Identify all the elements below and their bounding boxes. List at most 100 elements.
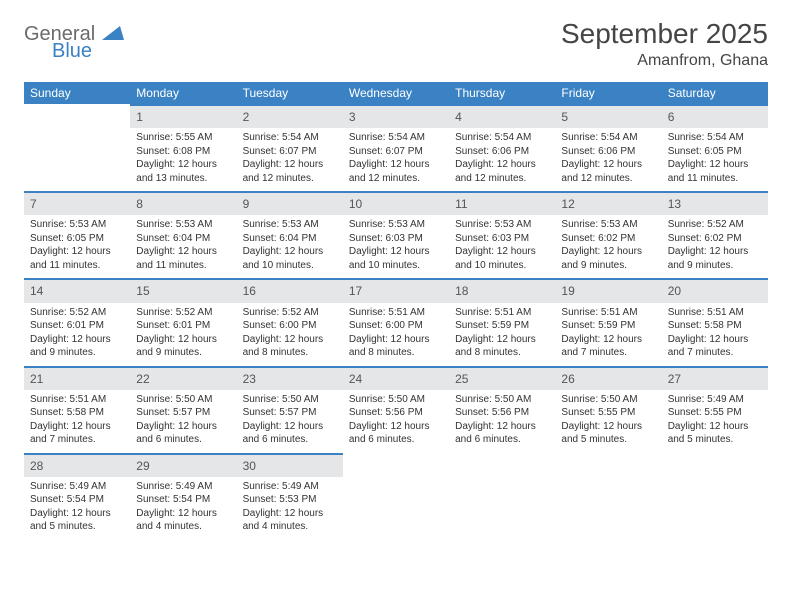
calendar-cell: 8Sunrise: 5:53 AMSunset: 6:04 PMDaylight… [130,191,236,278]
day-details: Sunrise: 5:50 AMSunset: 5:57 PMDaylight:… [130,390,236,453]
day-details: Sunrise: 5:52 AMSunset: 6:02 PMDaylight:… [662,215,768,278]
calendar-cell [449,453,555,540]
day-number: 7 [24,191,130,215]
day-details: Sunrise: 5:50 AMSunset: 5:55 PMDaylight:… [555,390,661,453]
day-details: Sunrise: 5:53 AMSunset: 6:02 PMDaylight:… [555,215,661,278]
weekday-header: Wednesday [343,82,449,104]
day-number: 5 [555,104,661,128]
calendar-cell: 20Sunrise: 5:51 AMSunset: 5:58 PMDayligh… [662,278,768,365]
day-number: 10 [343,191,449,215]
day-number: 27 [662,366,768,390]
day-number: 17 [343,278,449,302]
day-details: Sunrise: 5:54 AMSunset: 6:06 PMDaylight:… [555,128,661,191]
calendar-cell: 10Sunrise: 5:53 AMSunset: 6:03 PMDayligh… [343,191,449,278]
calendar-row: 7Sunrise: 5:53 AMSunset: 6:05 PMDaylight… [24,191,768,278]
day-number: 14 [24,278,130,302]
calendar-cell [555,453,661,540]
day-number: 21 [24,366,130,390]
day-number: 6 [662,104,768,128]
calendar-cell: 27Sunrise: 5:49 AMSunset: 5:55 PMDayligh… [662,366,768,453]
day-details: Sunrise: 5:54 AMSunset: 6:07 PMDaylight:… [237,128,343,191]
day-details: Sunrise: 5:52 AMSunset: 6:01 PMDaylight:… [24,303,130,366]
day-number: 20 [662,278,768,302]
logo-word2: Blue [52,41,124,62]
calendar-cell: 16Sunrise: 5:52 AMSunset: 6:00 PMDayligh… [237,278,343,365]
calendar-cell [24,104,130,191]
calendar-cell: 17Sunrise: 5:51 AMSunset: 6:00 PMDayligh… [343,278,449,365]
day-details: Sunrise: 5:53 AMSunset: 6:04 PMDaylight:… [237,215,343,278]
header: General Blue September 2025 Amanfrom, Gh… [24,18,768,70]
day-details: Sunrise: 5:54 AMSunset: 6:05 PMDaylight:… [662,128,768,191]
calendar-head: SundayMondayTuesdayWednesdayThursdayFrid… [24,82,768,104]
day-number: 2 [237,104,343,128]
calendar-cell: 29Sunrise: 5:49 AMSunset: 5:54 PMDayligh… [130,453,236,540]
calendar-cell: 7Sunrise: 5:53 AMSunset: 6:05 PMDaylight… [24,191,130,278]
month-title: September 2025 [561,18,768,50]
calendar-cell: 30Sunrise: 5:49 AMSunset: 5:53 PMDayligh… [237,453,343,540]
day-details: Sunrise: 5:53 AMSunset: 6:03 PMDaylight:… [449,215,555,278]
calendar-cell: 19Sunrise: 5:51 AMSunset: 5:59 PMDayligh… [555,278,661,365]
day-details: Sunrise: 5:55 AMSunset: 6:08 PMDaylight:… [130,128,236,191]
calendar-cell: 12Sunrise: 5:53 AMSunset: 6:02 PMDayligh… [555,191,661,278]
calendar-table: SundayMondayTuesdayWednesdayThursdayFrid… [24,82,768,540]
calendar-cell: 21Sunrise: 5:51 AMSunset: 5:58 PMDayligh… [24,366,130,453]
day-details: Sunrise: 5:49 AMSunset: 5:54 PMDaylight:… [24,477,130,540]
day-number: 19 [555,278,661,302]
weekday-header: Saturday [662,82,768,104]
day-number: 28 [24,453,130,477]
day-number: 29 [130,453,236,477]
calendar-cell: 1Sunrise: 5:55 AMSunset: 6:08 PMDaylight… [130,104,236,191]
day-number: 23 [237,366,343,390]
weekday-header: Thursday [449,82,555,104]
day-details: Sunrise: 5:51 AMSunset: 6:00 PMDaylight:… [343,303,449,366]
calendar-cell: 13Sunrise: 5:52 AMSunset: 6:02 PMDayligh… [662,191,768,278]
calendar-cell: 2Sunrise: 5:54 AMSunset: 6:07 PMDaylight… [237,104,343,191]
calendar-cell: 25Sunrise: 5:50 AMSunset: 5:56 PMDayligh… [449,366,555,453]
calendar-cell: 18Sunrise: 5:51 AMSunset: 5:59 PMDayligh… [449,278,555,365]
day-details: Sunrise: 5:53 AMSunset: 6:04 PMDaylight:… [130,215,236,278]
day-details: Sunrise: 5:53 AMSunset: 6:03 PMDaylight:… [343,215,449,278]
weekday-header: Sunday [24,82,130,104]
calendar-cell: 4Sunrise: 5:54 AMSunset: 6:06 PMDaylight… [449,104,555,191]
weekday-header: Tuesday [237,82,343,104]
day-details: Sunrise: 5:52 AMSunset: 6:01 PMDaylight:… [130,303,236,366]
day-number: 30 [237,453,343,477]
day-number: 18 [449,278,555,302]
day-details: Sunrise: 5:49 AMSunset: 5:55 PMDaylight:… [662,390,768,453]
day-number: 15 [130,278,236,302]
day-number: 25 [449,366,555,390]
day-details: Sunrise: 5:51 AMSunset: 5:59 PMDaylight:… [555,303,661,366]
calendar-cell: 14Sunrise: 5:52 AMSunset: 6:01 PMDayligh… [24,278,130,365]
calendar-row: 28Sunrise: 5:49 AMSunset: 5:54 PMDayligh… [24,453,768,540]
calendar-cell: 24Sunrise: 5:50 AMSunset: 5:56 PMDayligh… [343,366,449,453]
day-details: Sunrise: 5:54 AMSunset: 6:07 PMDaylight:… [343,128,449,191]
day-number: 22 [130,366,236,390]
logo: General Blue [24,24,124,62]
calendar-cell: 23Sunrise: 5:50 AMSunset: 5:57 PMDayligh… [237,366,343,453]
calendar-cell [343,453,449,540]
day-details: Sunrise: 5:49 AMSunset: 5:54 PMDaylight:… [130,477,236,540]
calendar-cell: 3Sunrise: 5:54 AMSunset: 6:07 PMDaylight… [343,104,449,191]
day-details: Sunrise: 5:51 AMSunset: 5:58 PMDaylight:… [662,303,768,366]
title-block: September 2025 Amanfrom, Ghana [561,18,768,70]
day-number: 3 [343,104,449,128]
calendar-cell: 11Sunrise: 5:53 AMSunset: 6:03 PMDayligh… [449,191,555,278]
calendar-cell: 5Sunrise: 5:54 AMSunset: 6:06 PMDaylight… [555,104,661,191]
day-number: 11 [449,191,555,215]
day-details: Sunrise: 5:50 AMSunset: 5:57 PMDaylight:… [237,390,343,453]
day-details: Sunrise: 5:51 AMSunset: 5:59 PMDaylight:… [449,303,555,366]
calendar-body: 1Sunrise: 5:55 AMSunset: 6:08 PMDaylight… [24,104,768,540]
location: Amanfrom, Ghana [561,52,768,70]
day-number: 24 [343,366,449,390]
calendar-row: 21Sunrise: 5:51 AMSunset: 5:58 PMDayligh… [24,366,768,453]
day-number: 9 [237,191,343,215]
day-details: Sunrise: 5:53 AMSunset: 6:05 PMDaylight:… [24,215,130,278]
calendar-cell: 9Sunrise: 5:53 AMSunset: 6:04 PMDaylight… [237,191,343,278]
calendar-cell: 28Sunrise: 5:49 AMSunset: 5:54 PMDayligh… [24,453,130,540]
day-number: 13 [662,191,768,215]
day-number: 4 [449,104,555,128]
day-details: Sunrise: 5:52 AMSunset: 6:00 PMDaylight:… [237,303,343,366]
weekday-header: Friday [555,82,661,104]
calendar-cell [662,453,768,540]
day-details: Sunrise: 5:50 AMSunset: 5:56 PMDaylight:… [449,390,555,453]
